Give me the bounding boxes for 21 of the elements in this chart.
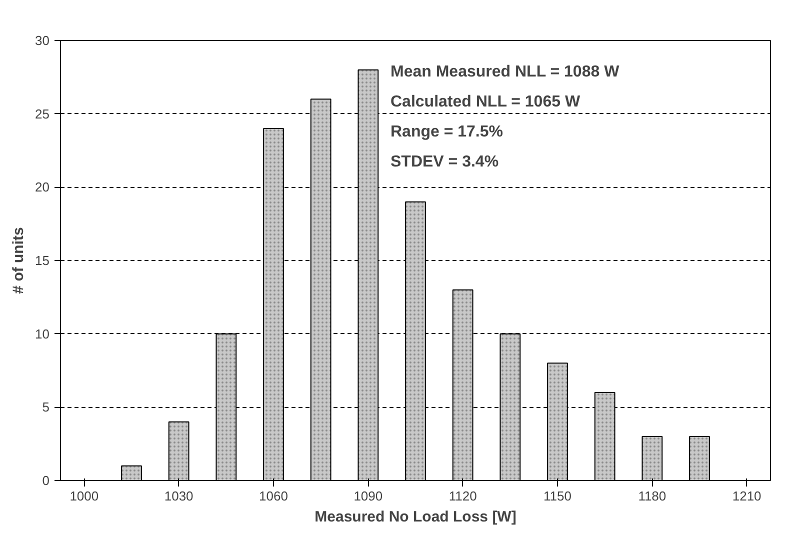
x-axis-title: Measured No Load Loss [W] [314,508,516,526]
x-tick-label: 1150 [544,488,572,504]
y-tick-label: 30 [35,33,50,48]
y-tick-label: 20 [35,180,50,195]
x-tick-label: 1210 [732,488,762,504]
x-tick-label: 1000 [70,488,99,504]
x-tick-label: 1120 [448,488,477,504]
y-tick-label: 15 [35,253,50,268]
x-tick-label: 1090 [354,488,383,504]
annotation: Range = 17.5% [390,124,503,140]
y-axis-title: # of units [10,227,28,294]
x-tick-label: 1030 [164,488,194,504]
y-tick-label: 5 [42,400,50,415]
x-tick-label: 1180 [638,488,666,504]
annotation: Mean Measured NLL = 1088 W [390,64,620,80]
annotation: STDEV = 3.4% [390,154,499,170]
x-tick-label: 1060 [259,488,288,504]
y-tick-label: 25 [35,106,50,122]
y-tick-label: 10 [35,326,50,342]
annotation: Calculated NLL = 1065 W [390,94,581,110]
y-tick-label: 0 [42,473,50,488]
